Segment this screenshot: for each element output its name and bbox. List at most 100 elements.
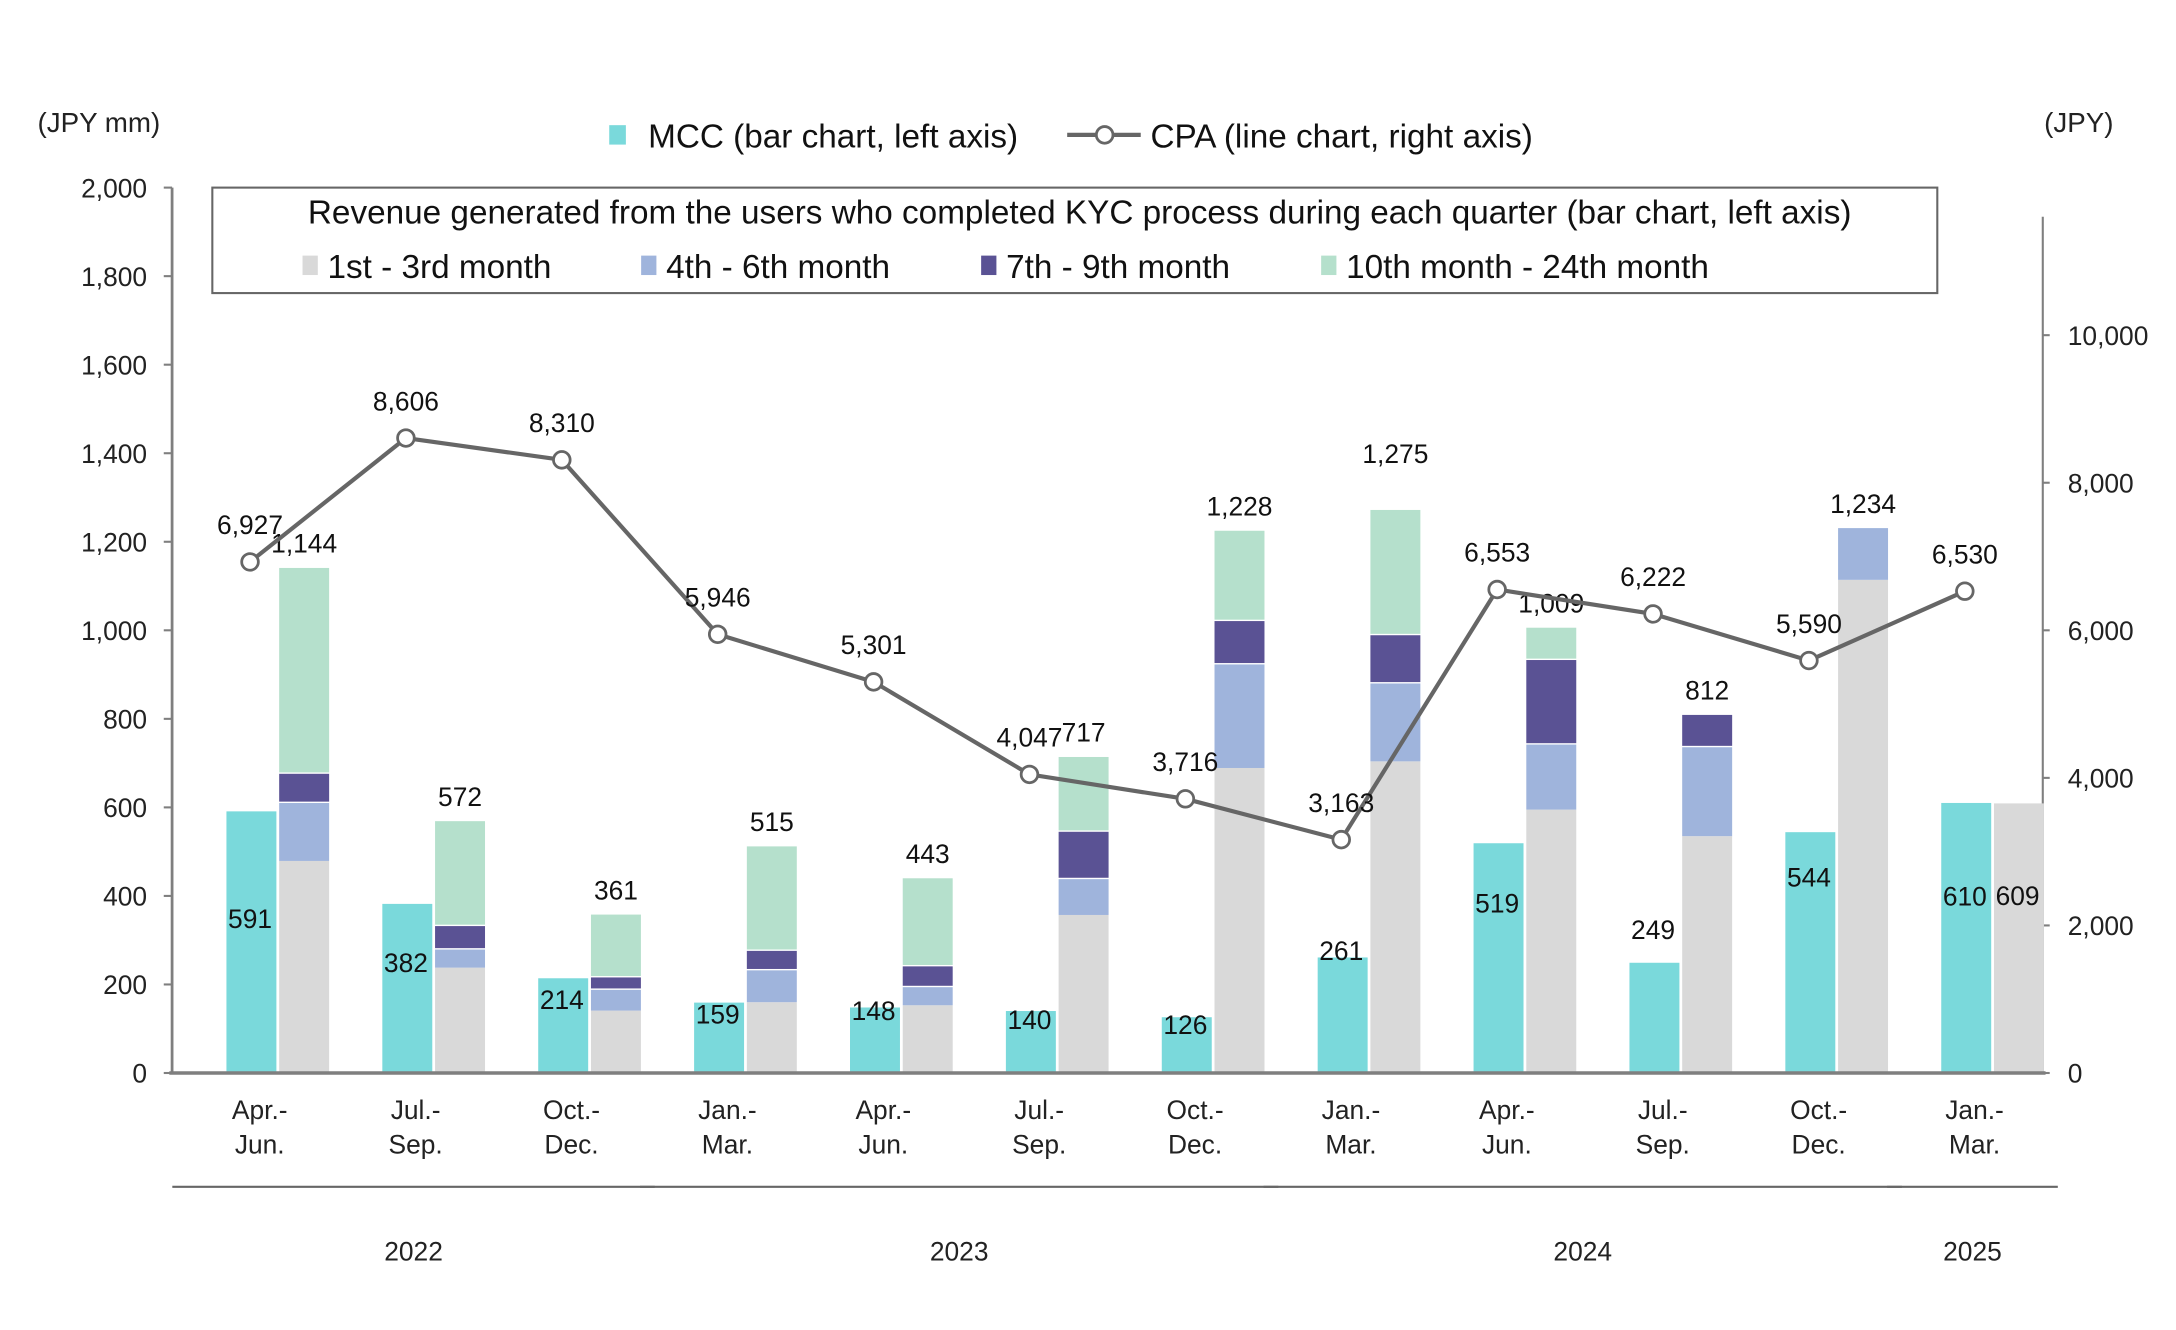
right-axis-unit: (JPY) bbox=[2044, 107, 2113, 138]
stack-bar-1 bbox=[1370, 761, 1421, 1073]
stack-total-label: 361 bbox=[594, 875, 638, 905]
cpa-marker bbox=[240, 552, 260, 572]
mcc-value-label: 148 bbox=[852, 996, 896, 1026]
stack-bar-1 bbox=[902, 1005, 953, 1073]
stack-total-label: 1,144 bbox=[271, 529, 337, 559]
mcc-bar bbox=[1941, 802, 1992, 1073]
left-axis-tick-label: 400 bbox=[103, 882, 147, 912]
category-label-line2: Dec. bbox=[1792, 1129, 1846, 1159]
category-label-line2: Mar. bbox=[702, 1129, 753, 1159]
cpa-marker bbox=[396, 428, 416, 448]
category-label-line1: Apr.- bbox=[232, 1095, 288, 1125]
cpa-legend-label: CPA (line chart, right axis) bbox=[1150, 118, 1532, 155]
category-label-line1: Oct.- bbox=[1167, 1095, 1224, 1125]
year-label: 2025 bbox=[1943, 1236, 2002, 1266]
stack-bar-2 bbox=[435, 949, 486, 968]
stack-bar-1 bbox=[279, 860, 330, 1073]
cpa-value-label: 3,716 bbox=[1152, 747, 1218, 777]
cpa-marker bbox=[1955, 581, 1975, 601]
stack-total-label: 609 bbox=[1996, 881, 2040, 911]
category-label-line1: Oct.- bbox=[1790, 1095, 1847, 1125]
left-axis-tick-label: 2,000 bbox=[81, 173, 147, 203]
stack-bar-4 bbox=[746, 846, 797, 950]
cpa-line bbox=[248, 435, 1966, 843]
category-label-line2: Jun. bbox=[1482, 1129, 1532, 1159]
cpa-marker bbox=[863, 672, 884, 692]
mcc-value-label: 261 bbox=[1319, 936, 1363, 966]
stack-bar-2 bbox=[902, 987, 953, 1006]
category-label-line2: Dec. bbox=[1168, 1129, 1222, 1159]
stack-legend-swatch bbox=[302, 255, 318, 276]
cpa-value-label: 8,310 bbox=[529, 408, 595, 438]
category-label-line1: Jul.- bbox=[1638, 1095, 1688, 1125]
stack-legend-swatch bbox=[1321, 255, 1337, 276]
category-label-line2: Dec. bbox=[544, 1129, 598, 1159]
left-axis-tick-label: 1,400 bbox=[81, 439, 147, 469]
stack-bar-2 bbox=[590, 989, 641, 1011]
stack-total-label: 717 bbox=[1062, 718, 1106, 748]
stack-bar-4 bbox=[279, 567, 330, 773]
cpa-value-label: 6,553 bbox=[1464, 538, 1530, 568]
mcc-legend-swatch bbox=[609, 125, 626, 145]
stack-bar-4 bbox=[1370, 509, 1421, 634]
mcc-bar bbox=[382, 903, 433, 1073]
cpa-value-label: 3,163 bbox=[1308, 788, 1374, 818]
stack-bar-3 bbox=[746, 950, 797, 969]
stack-total-label: 572 bbox=[438, 782, 482, 812]
stack-bar-4 bbox=[435, 821, 486, 925]
mcc-bar bbox=[1473, 843, 1524, 1073]
stack-total-label: 1,228 bbox=[1207, 491, 1273, 521]
mcc-bar bbox=[1161, 1017, 1212, 1073]
right-axis-tick-label: 4,000 bbox=[2068, 764, 2134, 794]
mcc-bar bbox=[226, 811, 277, 1073]
stack-legend-title: Revenue generated from the users who com… bbox=[308, 195, 1852, 232]
stack-bar-2 bbox=[1214, 664, 1265, 768]
category-label-line2: Mar. bbox=[1325, 1129, 1376, 1159]
stack-bar-1 bbox=[746, 1002, 797, 1073]
left-axis-tick-label: 0 bbox=[132, 1059, 147, 1089]
mcc-bar bbox=[850, 1007, 900, 1073]
stack-bar-3 bbox=[1682, 714, 1733, 746]
cpa-marker bbox=[552, 450, 572, 470]
left-axis-tick-label: 600 bbox=[103, 793, 147, 823]
stack-bar-2 bbox=[1526, 744, 1577, 810]
mcc-value-label: 519 bbox=[1475, 889, 1519, 919]
stack-legend-swatch bbox=[981, 255, 997, 276]
category-label-line1: Apr.- bbox=[1479, 1095, 1535, 1125]
stack-bar-2 bbox=[746, 970, 797, 1003]
year-label: 2022 bbox=[384, 1236, 443, 1266]
stack-bar-1 bbox=[1838, 579, 1889, 1073]
mcc-bar bbox=[694, 1002, 745, 1073]
left-axis-unit: (JPY mm) bbox=[37, 107, 160, 138]
mcc-value-label: 214 bbox=[540, 985, 584, 1015]
cpa-marker bbox=[1643, 604, 1663, 624]
stack-bar-3 bbox=[279, 773, 330, 802]
year-label: 2023 bbox=[930, 1236, 989, 1266]
stack-legend-label: 10th month - 24th month bbox=[1346, 249, 1709, 286]
stack-bar-4 bbox=[590, 914, 641, 977]
right-axis-tick-label: 10,000 bbox=[2068, 321, 2149, 351]
stack-bar-4 bbox=[1214, 530, 1265, 620]
stack-legend-label: 4th - 6th month bbox=[666, 249, 890, 286]
top-legend: MCC (bar chart, left axis) CPA (line cha… bbox=[609, 118, 1533, 155]
mcc-value-label: 249 bbox=[1631, 915, 1675, 945]
mcc-bar bbox=[1005, 1011, 1056, 1073]
mcc-value-label: 140 bbox=[1007, 1005, 1051, 1035]
stack-legend: Revenue generated from the users who com… bbox=[211, 186, 1939, 295]
stack-bar-3 bbox=[1214, 621, 1265, 664]
plot-area: 0 200 400 600 800 1,000 1,200 1,400 1,600 1,800 2,… bbox=[81, 173, 2148, 1266]
cpa-marker bbox=[1799, 650, 1819, 671]
left-axis-tick-label: 800 bbox=[103, 705, 147, 735]
stack-legend-swatch bbox=[641, 255, 657, 276]
cpa-marker bbox=[1175, 789, 1196, 809]
cpa-value-label: 5,301 bbox=[841, 630, 907, 660]
cpa-marker bbox=[1331, 829, 1351, 850]
year-label: 2024 bbox=[1553, 1236, 1612, 1266]
stack-bar-4 bbox=[1526, 627, 1577, 659]
stack-bar-2 bbox=[1682, 747, 1733, 837]
cpa-marker bbox=[1487, 579, 1507, 600]
stack-legend-label: 7th - 9th month bbox=[1006, 249, 1230, 286]
category-label-line2: Mar. bbox=[1949, 1129, 2000, 1159]
category-label-line2: Jun. bbox=[858, 1129, 908, 1159]
left-axis-tick-label: 1,200 bbox=[81, 527, 147, 557]
